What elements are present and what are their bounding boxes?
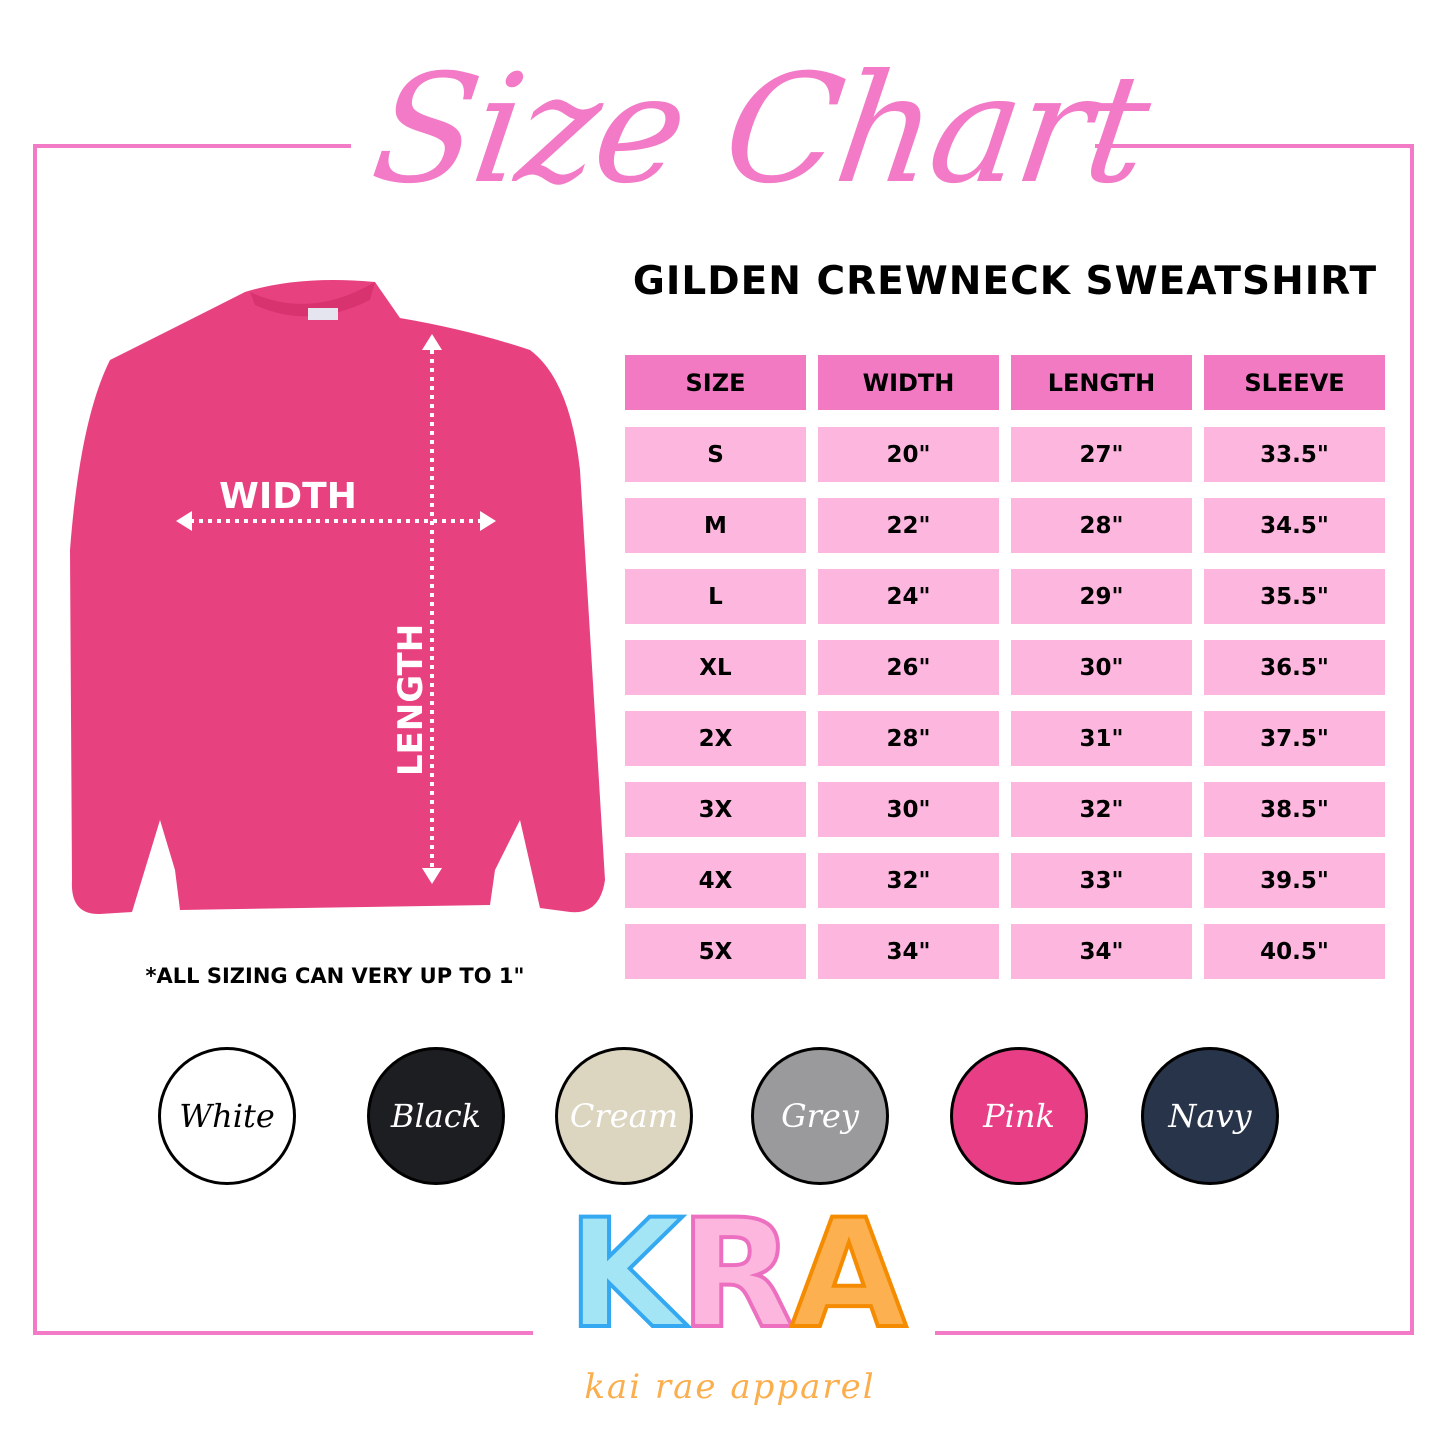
table-cell: 4X [625,853,806,908]
table-cell: 22" [818,498,999,553]
table-cell: 3X [625,782,806,837]
table-cell: 34" [1011,924,1192,979]
sizing-note: *ALL SIZING CAN VERY UP TO 1" [145,964,525,988]
table-cell: 28" [818,711,999,766]
swatch-pink: Pink [950,1047,1088,1185]
table-cell: XL [625,640,806,695]
table-cell: 24" [818,569,999,624]
swatch-navy: Navy [1141,1047,1279,1185]
column-header: WIDTH [818,355,999,410]
collar-shape [250,282,375,317]
table-cell: S [625,427,806,482]
frame-top-left [33,144,351,148]
frame-bottom-left [33,1331,533,1335]
table-cell: 37.5" [1204,711,1385,766]
logo-letter-a: A [789,1188,909,1362]
product-name: GILDEN CREWNECK SWEATSHIRT [632,259,1378,304]
swatch-black: Black [367,1047,505,1185]
frame-right [1410,144,1414,1335]
swatch-label: White [179,1097,275,1135]
table-cell: 34.5" [1204,498,1385,553]
swatch-label: Grey [781,1097,859,1135]
table-cell: 35.5" [1204,569,1385,624]
table-cell: 30" [818,782,999,837]
arrow-up-icon [422,334,442,350]
swatch-grey: Grey [751,1047,889,1185]
table-cell: 39.5" [1204,853,1385,908]
width-label: WIDTH [219,476,357,517]
table-cell: 32" [1011,782,1192,837]
logo-letter-k: K [565,1188,685,1362]
table-cell: 31" [1011,711,1192,766]
table-cell: 28" [1011,498,1192,553]
table-cell: 29" [1011,569,1192,624]
table-cell: 33" [1011,853,1192,908]
column-header: SIZE [625,355,806,410]
length-label: LENGTH [391,624,431,776]
sweatshirt-shape [70,279,605,915]
frame-left [33,144,37,1335]
swatch-label: Cream [569,1097,679,1135]
table-cell: 32" [818,853,999,908]
arrow-right-icon [480,511,496,531]
table-cell: 36.5" [1204,640,1385,695]
neck-tag [308,308,338,320]
brand-logo: KRA [520,1193,950,1357]
table-cell: 5X [625,924,806,979]
table-cell: 40.5" [1204,924,1385,979]
table-cell: 34" [818,924,999,979]
arrow-left-icon [176,511,192,531]
arrow-down-icon [422,868,442,884]
sweatshirt-diagram: WIDTH LENGTH [70,279,605,915]
table-cell: 2X [625,711,806,766]
brand-tagline: kai rae apparel [584,1367,876,1407]
swatch-label: Pink [983,1097,1055,1135]
table-cell: L [625,569,806,624]
column-header: LENGTH [1011,355,1192,410]
table-cell: 33.5" [1204,427,1385,482]
logo-letter-r: R [677,1188,796,1362]
table-cell: M [625,498,806,553]
frame-bottom-right [935,1331,1414,1335]
frame-top-right [1095,144,1414,148]
table-cell: 27" [1011,427,1192,482]
table-cell: 38.5" [1204,782,1385,837]
swatch-label: Black [390,1097,482,1135]
swatch-label: Navy [1168,1097,1252,1135]
table-cell: 26" [818,640,999,695]
swatch-white: White [158,1047,296,1185]
table-cell: 20" [818,427,999,482]
swatch-cream: Cream [555,1047,693,1185]
column-header: SLEEVE [1204,355,1385,410]
table-cell: 30" [1011,640,1192,695]
